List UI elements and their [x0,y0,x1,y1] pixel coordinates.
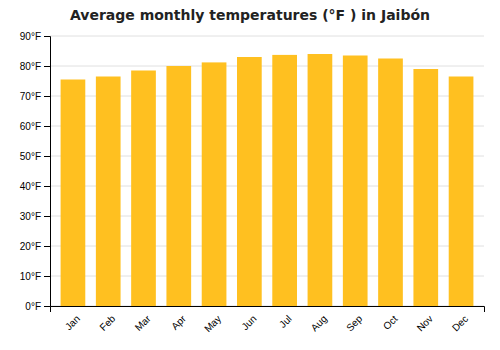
grid-line [50,36,484,37]
bar [272,55,297,306]
x-tick-label: Oct [381,313,400,332]
bar [166,66,191,306]
bar [61,80,86,307]
y-tick-mark [44,126,50,127]
y-tick-label: 0°F [25,301,41,312]
y-tick: 30°F [20,211,50,222]
y-tick-mark [44,66,50,67]
x-tick: May [202,313,223,334]
x-tick: Mar [133,313,153,333]
x-tick-label: Apr [169,313,188,332]
x-tick: Jul [277,313,294,330]
y-tick-mark [44,156,50,157]
bar [413,69,438,306]
y-tick-mark [44,306,50,307]
x-tick: Dec [450,313,470,333]
y-tick: 40°F [20,181,50,192]
y-tick: 0°F [25,301,50,312]
x-tick-label: Jun [239,313,258,332]
y-tick-label: 90°F [20,31,41,42]
x-tick-label: Nov [415,313,435,333]
x-tick-label: Dec [450,313,470,333]
bar [308,54,333,306]
x-axis: Jan Feb Mar Apr May Jun Jul Aug Sep Oct Nov Dec [51,307,485,335]
x-tick: Jan [63,313,82,332]
bar [343,56,368,307]
y-tick-label: 40°F [20,181,41,192]
y-tick-mark [44,246,50,247]
grid-line [50,66,484,67]
y-tick: 60°F [20,121,50,132]
x-tick-label: Jan [63,313,82,332]
y-tick-label: 30°F [20,211,41,222]
y-tick-label: 60°F [20,121,41,132]
bar [131,71,156,307]
y-tick-label: 50°F [20,151,41,162]
y-tick-mark [44,36,50,37]
bar [237,57,262,306]
grid [50,36,484,306]
bar [378,59,403,307]
bars [61,54,474,306]
bar [96,77,121,307]
x-tick-label: Feb [97,313,117,333]
y-axis: 0°F 10°F 20°F 30°F 40°F 50°F 60°F 70°F 80°F 90°F [20,31,51,312]
y-tick-label: 20°F [20,241,41,252]
y-tick-mark [44,216,50,217]
x-tick-label: May [202,313,223,334]
y-tick: 70°F [20,91,50,102]
y-tick-label: 70°F [20,91,41,102]
x-tick-label: Aug [309,313,329,333]
plot: 0°F 10°F 20°F 30°F 40°F 50°F 60°F 70°F 80°F 90°F J… [20,31,485,335]
x-tick-label: Mar [133,313,153,333]
x-tick: Oct [381,313,400,332]
bar [202,62,227,306]
x-tick: Jun [239,313,258,332]
x-axis-line [51,307,485,313]
y-tick-mark [44,186,50,187]
y-tick-label: 10°F [20,271,41,282]
bar [449,77,474,307]
x-tick: Sep [344,313,365,334]
y-tick: 20°F [20,241,50,252]
x-tick: Apr [169,313,188,332]
y-tick-label: 80°F [20,61,41,72]
x-tick: Nov [415,313,435,333]
x-tick: Aug [309,313,329,333]
x-tick: Feb [97,313,117,333]
y-tick-mark [44,276,50,277]
y-tick: 10°F [20,271,50,282]
y-tick: 90°F [20,31,50,42]
x-tick-label: Jul [277,313,294,330]
y-tick-mark [44,96,50,97]
title: Average monthly temperatures (°F ) in Ja… [70,7,430,23]
y-tick: 50°F [20,151,50,162]
chart: Average monthly temperatures (°F ) in Ja… [0,0,500,350]
y-tick: 80°F [20,61,50,72]
x-tick-label: Sep [344,313,365,334]
y-axis-line [44,37,51,307]
